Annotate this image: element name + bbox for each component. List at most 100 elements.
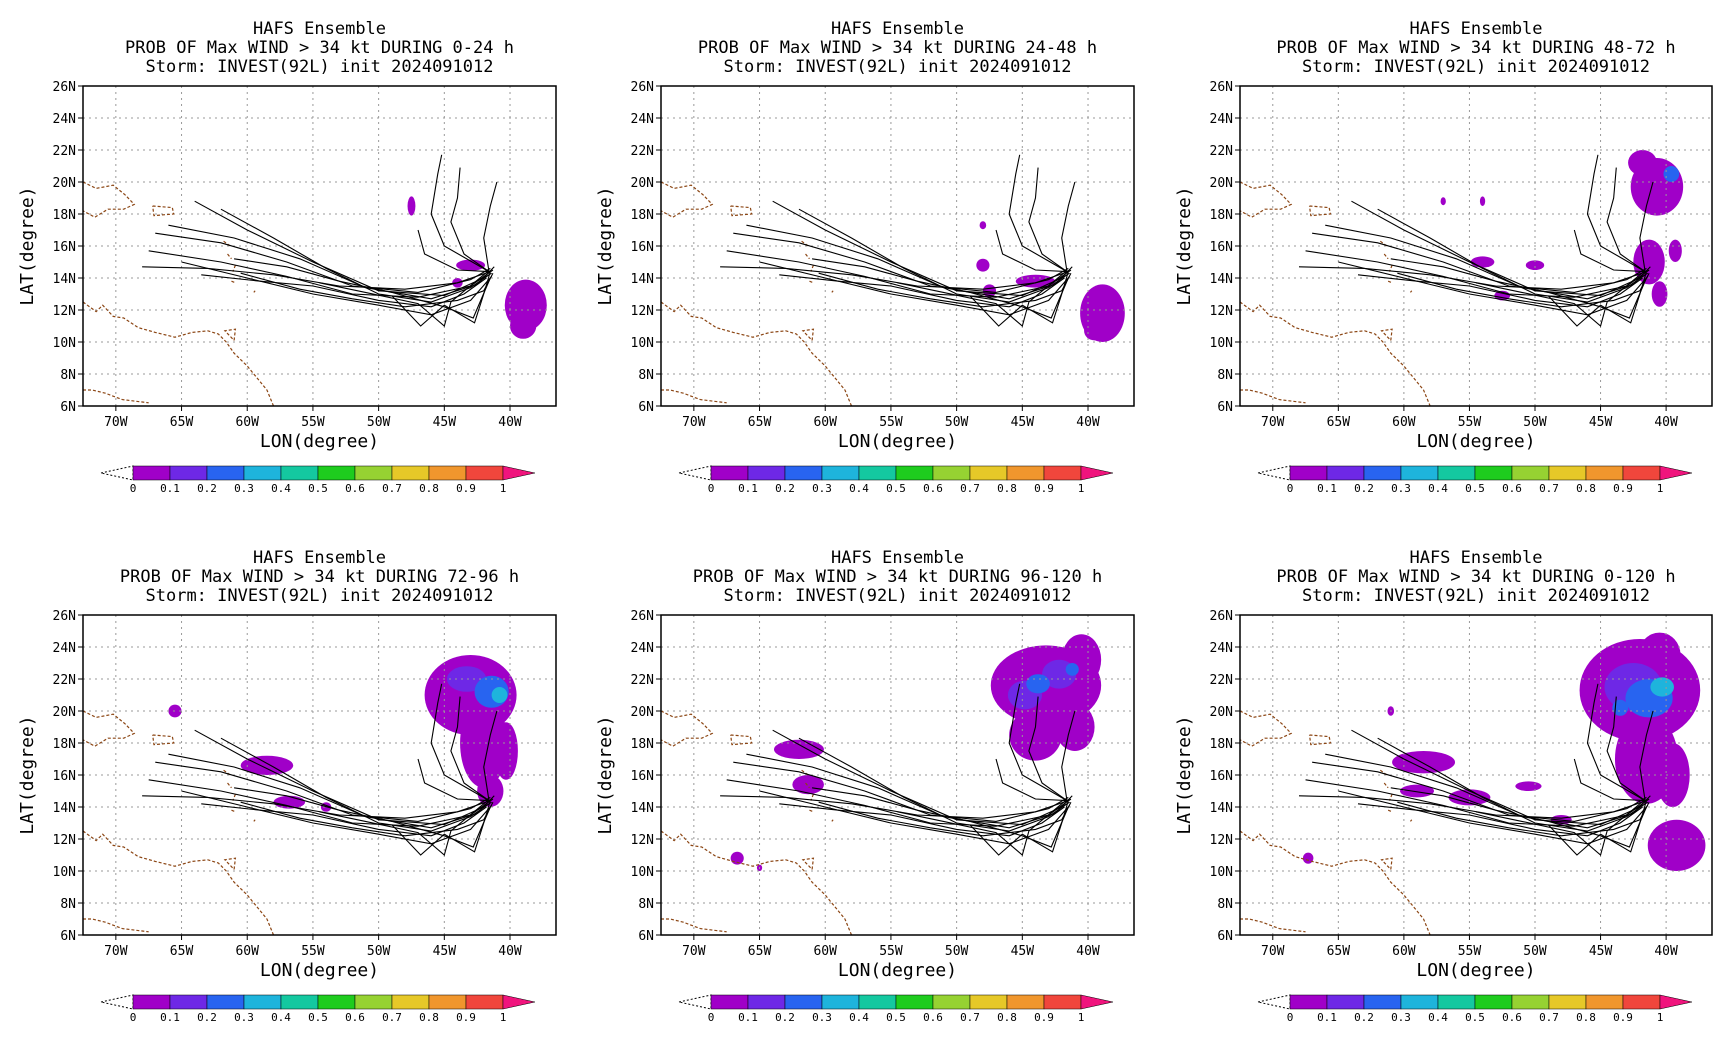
colorbar-segment [1585, 994, 1624, 1010]
probability-region [979, 221, 987, 230]
panel-title: PROB OF Max WIND > 34 kt DURING 72-96 h [120, 567, 519, 587]
lat-tick-label: 24N [631, 641, 654, 656]
colorbar-segment [821, 465, 860, 481]
lon-tick-label: 45W [1011, 415, 1035, 430]
colorbar-segment [784, 994, 823, 1010]
lat-tick-label: 14N [631, 801, 654, 816]
plot-area [1240, 615, 1712, 935]
lat-tick-label: 14N [1210, 801, 1233, 816]
coastline [1240, 830, 1431, 935]
ensemble-track [450, 167, 490, 273]
colorbar-segment [1437, 465, 1476, 481]
ensemble-track [234, 258, 491, 319]
ensemble-track [1312, 232, 1647, 293]
panel-title: Storm: INVEST(92L) init 2024091012 [146, 586, 494, 606]
colorbar-label: 1 [1657, 1011, 1664, 1024]
lat-tick-label: 26N [631, 609, 654, 624]
colorbar-label: 1 [1657, 482, 1664, 495]
colorbar-segment [932, 994, 971, 1010]
lat-tick-label: 22N [631, 673, 654, 688]
y-axis-label: LAT(degree) [1174, 715, 1195, 834]
colorbar-segment [354, 994, 393, 1010]
colorbar-label: 0.5 [1465, 482, 1485, 495]
probability-region [1009, 709, 1062, 761]
lat-tick-label: 12N [631, 833, 654, 848]
coastline [83, 181, 136, 218]
ensemble-track [181, 261, 493, 316]
ensemble-track [181, 790, 493, 845]
lat-tick-label: 26N [53, 609, 76, 624]
colorbar-segment [280, 994, 319, 1010]
colorbar-label: 0.6 [345, 1011, 365, 1024]
colorbar-max-extension-icon [1659, 994, 1693, 1010]
probability-region [1026, 674, 1050, 694]
ensemble-track [417, 758, 490, 802]
panel-title: Storm: INVEST(92L) init 2024091012 [146, 57, 494, 77]
lon-tick-label: 70W [104, 415, 128, 430]
colorbar-max-extension-icon [502, 465, 536, 481]
probability-region [1650, 677, 1674, 697]
lon-tick-label: 40W [1076, 944, 1100, 959]
colorbar-label: 0.9 [456, 482, 476, 495]
lon-tick-label: 65W [1327, 944, 1351, 959]
colorbar-segment [428, 994, 467, 1010]
lat-tick-label: 8N [638, 897, 654, 912]
plot-area [83, 615, 556, 935]
probability-region [1651, 281, 1668, 307]
colorbar-label: 1 [500, 482, 507, 495]
colorbar-label: 0.6 [1502, 482, 1522, 495]
lon-tick-label: 60W [235, 944, 259, 959]
lat-tick-label: 20N [1210, 176, 1233, 191]
lat-tick-label: 22N [1210, 673, 1233, 688]
lon-tick-label: 65W [748, 944, 772, 959]
coastline [1383, 782, 1389, 789]
colorbar-max-extension-icon [1659, 465, 1693, 481]
colorbar-label: 0.3 [1391, 1011, 1411, 1024]
colorbar-segment [1437, 994, 1476, 1010]
lat-tick-label: 26N [631, 80, 654, 95]
lon-tick-label: 60W [813, 415, 837, 430]
plot-area [661, 615, 1134, 935]
probability-region [460, 698, 508, 788]
lat-tick-label: 20N [631, 705, 654, 720]
colorbar-label: 0.2 [197, 1011, 217, 1024]
lat-tick-label: 12N [53, 304, 76, 319]
probability-region [1448, 789, 1491, 806]
ensemble-track [430, 683, 490, 802]
ensemble-track [969, 271, 1069, 327]
colorbar-min-extension-icon [1257, 994, 1291, 1010]
panel-title: HAFS Ensemble [1409, 19, 1542, 39]
probability-region [1515, 781, 1542, 791]
colorbar-segment [1474, 465, 1513, 481]
ensemble-track [430, 154, 490, 273]
colorbar-segment [1363, 465, 1402, 481]
lon-tick-label: 70W [104, 944, 128, 959]
lat-tick-label: 6N [638, 400, 654, 415]
lat-tick-label: 26N [1210, 609, 1233, 624]
lon-tick-label: 50W [1523, 415, 1547, 430]
colorbar-label: 0.7 [960, 1011, 980, 1024]
ensemble-track [1397, 272, 1650, 308]
y-axis-label: LAT(degree) [17, 715, 38, 834]
ensemble-track [1397, 801, 1650, 837]
probability-region [1663, 166, 1680, 182]
probability-region [491, 687, 508, 703]
colorbar: 0 0.1 0.2 0.3 0.4 0.5 0.6 0.7 0.8 0.9 1 [678, 994, 1114, 1024]
colorbar-label: 0.9 [1613, 482, 1633, 495]
colorbar-label: 0.1 [160, 482, 180, 495]
probability-region [1612, 699, 1629, 716]
lon-tick-label: 40W [1654, 415, 1678, 430]
plot-area [1240, 86, 1712, 406]
colorbar-segment [465, 994, 504, 1010]
colorbar-label: 0.8 [1576, 1011, 1596, 1024]
colorbar-segment [710, 465, 749, 481]
colorbar-segment [391, 994, 430, 1010]
colorbar-segment [1006, 994, 1045, 1010]
probability-region [1084, 321, 1106, 341]
colorbar-label: 0.1 [738, 1011, 758, 1024]
y-axis-label: LAT(degree) [17, 186, 38, 305]
ensemble-track [1475, 271, 1645, 327]
